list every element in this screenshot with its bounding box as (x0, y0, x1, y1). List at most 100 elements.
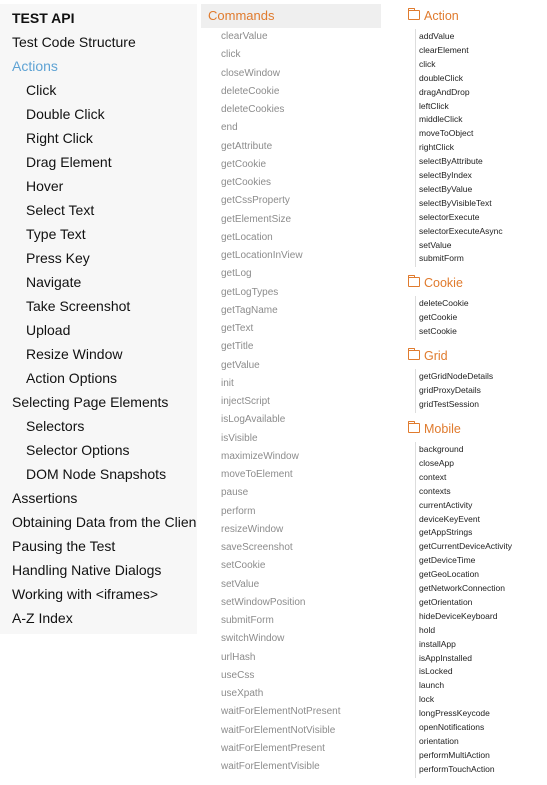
category-link-lock[interactable]: lock (419, 694, 435, 705)
command-link-islogavailable[interactable]: isLogAvailable (221, 414, 286, 426)
category-link-clearelement[interactable]: clearElement (419, 44, 469, 55)
command-link-getcookies[interactable]: getCookies (221, 177, 272, 188)
command-link-waitforelementnotpresent[interactable]: waitForElementNotPresent (221, 706, 341, 718)
category-link-context[interactable]: context (419, 471, 447, 482)
command-link-submitform[interactable]: submitForm (221, 615, 274, 626)
nav-item-handling-native-dialogs[interactable]: Handling Native Dialogs (12, 562, 162, 578)
command-link-setwindowposition[interactable]: setWindowPosition (221, 596, 306, 608)
category-link-deletecookie[interactable]: deleteCookie (419, 298, 469, 308)
category-link-getnetworkconnection[interactable]: getNetworkConnection (419, 583, 505, 593)
category-link-opennotifications[interactable]: openNotifications (419, 722, 485, 732)
command-link-deletecookie[interactable]: deleteCookie (221, 85, 280, 97)
nav-item-a-z-index[interactable]: A-Z Index (12, 610, 73, 626)
nav-item-assertions[interactable]: Assertions (12, 490, 78, 506)
nav-item-selector-options[interactable]: Selector Options (26, 442, 130, 458)
command-link-maximizewindow[interactable]: maximizeWindow (221, 450, 299, 462)
category-link-islocked[interactable]: isLocked (419, 666, 453, 677)
command-link-gettext[interactable]: getText (221, 323, 254, 334)
category-link-hold[interactable]: hold (419, 624, 436, 635)
nav-item-action-options[interactable]: Action Options (26, 370, 118, 386)
nav-item-type-text[interactable]: Type Text (26, 226, 86, 242)
category-cookie[interactable]: Cookie (407, 273, 463, 293)
command-link-pause[interactable]: pause (221, 487, 249, 499)
category-link-middleclick[interactable]: middleClick (419, 114, 463, 125)
nav-item-upload[interactable]: Upload (26, 322, 71, 338)
command-link-closewindow[interactable]: closeWindow (221, 67, 280, 79)
command-link-getvalue[interactable]: getValue (221, 359, 260, 371)
category-link-getgeolocation[interactable]: getGeoLocation (419, 569, 480, 580)
nav-item-take-screenshot[interactable]: Take Screenshot (26, 298, 131, 314)
category-link-getappstrings[interactable]: getAppStrings (419, 527, 473, 538)
category-link-selectbyvalue[interactable]: selectByValue (419, 183, 473, 194)
command-link-gettitle[interactable]: getTitle (221, 341, 254, 353)
category-link-draganddrop[interactable]: dragAndDrop (419, 86, 470, 97)
command-link-usexpath[interactable]: useXpath (221, 688, 264, 699)
nav-item-press-key[interactable]: Press Key (26, 250, 90, 266)
command-link-click[interactable]: click (221, 49, 241, 61)
command-link-waitforelementvisible[interactable]: waitForElementVisible (221, 761, 320, 772)
category-link-rightclick[interactable]: rightClick (419, 142, 454, 153)
nav-item-right-click[interactable]: Right Click (26, 130, 93, 146)
nav-item-navigate[interactable]: Navigate (26, 274, 82, 290)
category-link-gridproxydetails[interactable]: gridProxyDetails (419, 384, 481, 395)
category-link-selectorexecute[interactable]: selectorExecute (419, 211, 480, 222)
category-link-doubleclick[interactable]: doubleClick (419, 72, 463, 83)
category-link-addvalue[interactable]: addValue (419, 31, 455, 41)
nav-item-test-code-structure[interactable]: Test Code Structure (12, 34, 136, 50)
nav-item-resize-window[interactable]: Resize Window (26, 346, 123, 362)
category-grid[interactable]: Grid (407, 346, 448, 366)
nav-item-pausing-the-test[interactable]: Pausing the Test (12, 538, 116, 554)
command-link-gettagname[interactable]: getTagName (221, 304, 278, 316)
category-link-movetoobject[interactable]: moveToObject (419, 128, 474, 139)
command-link-savescreenshot[interactable]: saveScreenshot (221, 542, 293, 553)
nav-item-click[interactable]: Click (26, 82, 57, 98)
command-link-setvalue[interactable]: setValue (221, 578, 260, 590)
command-link-getlocationinview[interactable]: getLocationInView (221, 250, 303, 261)
command-link-getlog[interactable]: getLog (221, 268, 252, 280)
category-link-leftclick[interactable]: leftClick (419, 100, 449, 111)
command-link-deletecookies[interactable]: deleteCookies (221, 104, 285, 115)
command-link-end[interactable]: end (221, 122, 238, 134)
nav-item-selecting-page-elements[interactable]: Selecting Page Elements (12, 394, 169, 410)
command-link-getlogtypes[interactable]: getLogTypes (221, 286, 279, 298)
command-link-getcookie[interactable]: getCookie (221, 158, 267, 170)
command-link-waitforelementnotvisible[interactable]: waitForElementNotVisible (221, 724, 336, 736)
command-link-injectscript[interactable]: injectScript (221, 396, 270, 407)
command-link-urlhash[interactable]: urlHash (221, 651, 256, 663)
category-link-click[interactable]: click (419, 58, 436, 69)
command-link-waitforelementpresent[interactable]: waitForElementPresent (221, 742, 325, 754)
category-link-background[interactable]: background (419, 444, 464, 454)
command-link-movetoelement[interactable]: moveToElement (221, 469, 293, 480)
category-link-selectorexecuteasync[interactable]: selectorExecuteAsync (419, 225, 503, 236)
category-link-contexts[interactable]: contexts (419, 485, 451, 496)
command-link-resizewindow[interactable]: resizeWindow (221, 523, 284, 535)
category-action[interactable]: Action (407, 6, 459, 26)
category-link-setcookie[interactable]: setCookie (419, 325, 457, 336)
command-link-getlocation[interactable]: getLocation (221, 231, 273, 243)
category-link-gridtestsession[interactable]: gridTestSession (419, 398, 480, 409)
command-link-getelementsize[interactable]: getElementSize (221, 213, 292, 225)
nav-item-selectors[interactable]: Selectors (26, 418, 85, 434)
command-link-usecss[interactable]: useCss (221, 669, 255, 681)
category-link-selectbyvisibletext[interactable]: selectByVisibleText (419, 197, 492, 208)
nav-item-actions[interactable]: Actions (12, 58, 58, 74)
category-link-isappinstalled[interactable]: isAppInstalled (419, 652, 472, 663)
category-link-performtouchaction[interactable]: performTouchAction (419, 763, 495, 774)
category-link-getorientation[interactable]: getOrientation (419, 596, 473, 607)
nav-item-dom-node-snapshots[interactable]: DOM Node Snapshots (26, 466, 167, 482)
category-link-selectbyattribute[interactable]: selectByAttribute (419, 156, 483, 167)
nav-item-hover[interactable]: Hover (26, 178, 64, 194)
command-link-clearvalue[interactable]: clearValue (221, 31, 268, 42)
command-link-isvisible[interactable]: isVisible (221, 432, 258, 444)
nav-item-working-with-iframes[interactable]: Working with <iframes> (12, 586, 159, 602)
category-link-longpresskeycode[interactable]: longPressKeycode (419, 708, 490, 719)
category-link-performmultiaction[interactable]: performMultiAction (419, 749, 490, 760)
category-link-hidedevicekeyboard[interactable]: hideDeviceKeyboard (419, 610, 498, 621)
command-link-perform[interactable]: perform (221, 505, 256, 517)
category-link-getcurrentdeviceactivity[interactable]: getCurrentDeviceActivity (419, 541, 513, 552)
category-link-devicekeyevent[interactable]: deviceKeyEvent (419, 513, 480, 524)
category-link-closeapp[interactable]: closeApp (419, 457, 454, 468)
nav-item-obtaining-data-from-the-clien[interactable]: Obtaining Data from the Clien (12, 514, 197, 530)
category-link-selectbyindex[interactable]: selectByIndex (419, 170, 472, 180)
command-link-getattribute[interactable]: getAttribute (221, 140, 273, 152)
